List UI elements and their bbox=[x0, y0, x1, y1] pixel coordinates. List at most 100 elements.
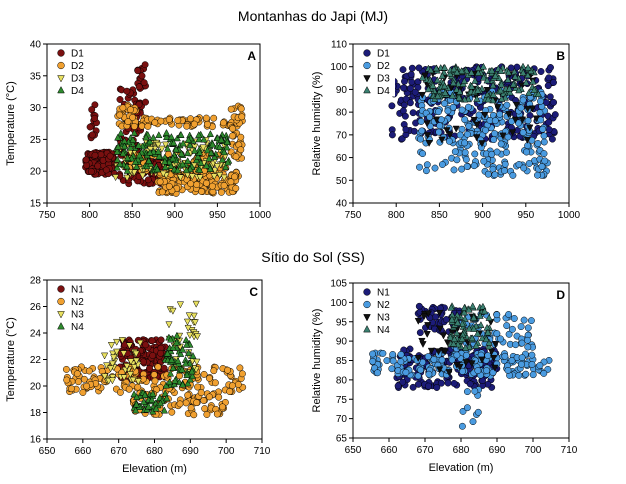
point-d1 bbox=[87, 168, 95, 176]
point-d4 bbox=[134, 141, 143, 149]
point-n1 bbox=[148, 337, 156, 345]
point-d4 bbox=[145, 156, 153, 164]
point-n2 bbox=[459, 407, 467, 415]
point-n3 bbox=[110, 354, 118, 362]
point-d2 bbox=[190, 120, 198, 128]
legend-label-n1: N1 bbox=[71, 285, 84, 296]
point-n2 bbox=[540, 369, 548, 377]
point-n3 bbox=[468, 360, 476, 368]
point-d2 bbox=[158, 188, 166, 196]
point-d4 bbox=[210, 153, 219, 161]
point-n3 bbox=[109, 350, 117, 358]
panel-letter: D bbox=[556, 288, 565, 302]
legend-marker-n4 bbox=[363, 325, 371, 333]
point-d4 bbox=[149, 133, 157, 141]
point-d1 bbox=[97, 151, 105, 159]
point-d1 bbox=[388, 131, 396, 139]
legend-marker-d3 bbox=[57, 75, 65, 83]
point-d4 bbox=[173, 134, 181, 142]
point-d4 bbox=[511, 72, 519, 80]
point-d4 bbox=[441, 88, 449, 96]
point-n2 bbox=[201, 405, 209, 413]
y-tick-label: 90 bbox=[336, 337, 348, 348]
point-n2 bbox=[448, 356, 456, 364]
point-d2 bbox=[520, 164, 528, 172]
point-n3 bbox=[123, 363, 131, 371]
point-d4 bbox=[196, 148, 204, 156]
point-d4 bbox=[194, 152, 202, 160]
point-n4 bbox=[174, 356, 182, 364]
x-tick-label: 650 bbox=[39, 446, 56, 457]
point-d4 bbox=[429, 81, 437, 89]
point-n2 bbox=[524, 324, 532, 332]
point-d2 bbox=[537, 97, 544, 105]
x-tick-label: 700 bbox=[218, 446, 235, 457]
point-n2 bbox=[417, 366, 425, 374]
point-d4 bbox=[457, 67, 466, 74]
point-d2 bbox=[503, 148, 510, 156]
point-n4 bbox=[453, 318, 462, 326]
point-n2 bbox=[203, 411, 211, 418]
point-n2 bbox=[238, 370, 246, 378]
point-d1 bbox=[406, 84, 414, 92]
point-d4 bbox=[197, 159, 205, 166]
point-n4 bbox=[447, 303, 455, 311]
point-d4 bbox=[418, 73, 427, 81]
point-n2 bbox=[508, 325, 516, 333]
y-axis-label: Relative humidity (%) bbox=[311, 309, 323, 413]
panel-a: 750 800 850 900 950 1000 15 20 25 30 35 40 Temperatu… bbox=[5, 40, 272, 222]
legend-label-d2: D2 bbox=[377, 61, 390, 72]
point-d1 bbox=[399, 107, 407, 115]
point-n2 bbox=[508, 357, 516, 364]
point-d2 bbox=[417, 135, 424, 143]
point-d4 bbox=[432, 64, 440, 72]
y-tick-label: 90 bbox=[336, 85, 348, 96]
point-d1 bbox=[144, 176, 152, 184]
point-n4 bbox=[448, 315, 456, 323]
x-tick-label: 900 bbox=[166, 210, 183, 221]
point-d1 bbox=[547, 64, 554, 71]
point-d4 bbox=[169, 154, 177, 162]
point-n4 bbox=[480, 307, 489, 315]
point-n2 bbox=[397, 351, 405, 358]
point-n3 bbox=[134, 378, 142, 386]
plot-frame bbox=[352, 43, 570, 204]
point-d4 bbox=[195, 165, 204, 173]
point-d1 bbox=[91, 114, 99, 122]
point-n2 bbox=[154, 363, 162, 371]
legend-marker-d2 bbox=[363, 61, 371, 70]
legend-label-d4: D4 bbox=[71, 86, 84, 97]
x-tick-label: 710 bbox=[254, 446, 271, 457]
point-d4 bbox=[488, 66, 496, 74]
point-d4 bbox=[504, 75, 512, 83]
point-d3 bbox=[438, 136, 446, 144]
point-d4 bbox=[202, 161, 211, 169]
panel-c: 650 660 670 680 690 700 710 16 18 20 22 24 26 28 Tempe… bbox=[5, 276, 271, 476]
point-d2 bbox=[165, 182, 173, 190]
point-n4 bbox=[166, 335, 175, 343]
point-d4 bbox=[505, 84, 513, 92]
legend-bg bbox=[361, 297, 395, 311]
point-d1 bbox=[409, 109, 417, 117]
point-n4 bbox=[460, 303, 469, 311]
point-n2 bbox=[505, 311, 513, 318]
point-d4 bbox=[167, 133, 176, 140]
point-n4 bbox=[458, 335, 466, 342]
point-d2 bbox=[431, 164, 439, 172]
point-n3 bbox=[436, 325, 444, 333]
point-d1 bbox=[141, 61, 149, 69]
point-n2 bbox=[414, 372, 422, 380]
x-tick-label: 660 bbox=[74, 446, 91, 457]
point-d2 bbox=[464, 103, 472, 111]
point-n4 bbox=[465, 324, 473, 332]
point-n2 bbox=[63, 376, 71, 384]
point-n4 bbox=[477, 321, 485, 328]
point-n2 bbox=[524, 343, 532, 351]
point-n1 bbox=[416, 329, 424, 337]
point-d1 bbox=[544, 82, 552, 90]
y-tick-label: 30 bbox=[30, 103, 42, 114]
point-n3 bbox=[456, 363, 464, 371]
point-d1 bbox=[94, 162, 102, 170]
legend-marker-n2 bbox=[363, 300, 371, 309]
point-d2 bbox=[417, 118, 425, 125]
